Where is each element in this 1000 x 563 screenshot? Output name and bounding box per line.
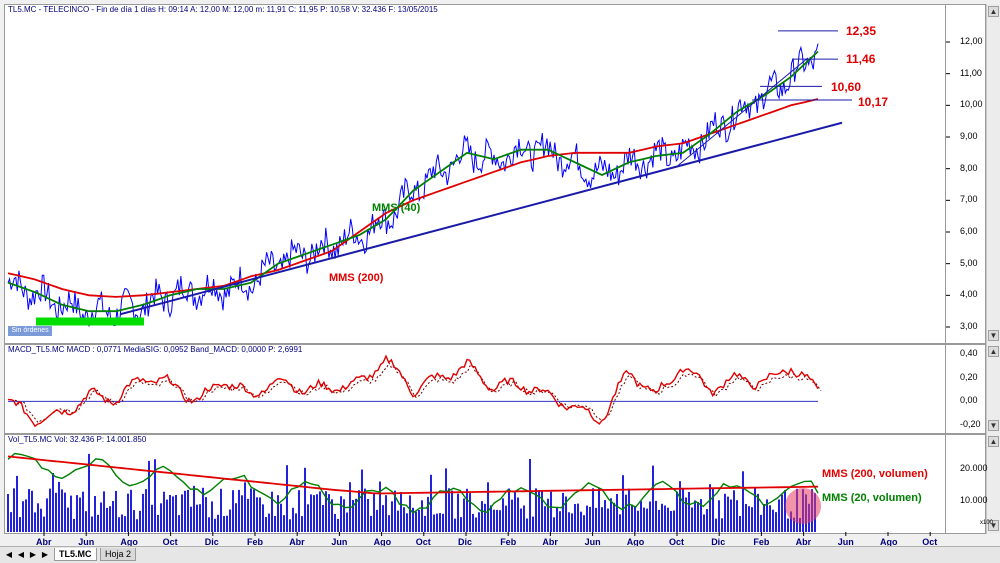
volume-tick-label: 20.000 (960, 463, 988, 473)
steep-trendline (677, 57, 809, 166)
volume-tick-label: 10.000 (960, 494, 988, 505)
volume-scrollbar[interactable]: ▲ ▼ (986, 434, 1000, 534)
x-axis-label: Oct (415, 537, 431, 547)
macd-tick-label: 0,40 (960, 348, 978, 358)
label-mms-200-volumen: MMS (200, volumen) (822, 468, 928, 480)
price-panel[interactable] (4, 4, 946, 344)
macd-header: MACD_TL5.MC MACD : 0,0771 MediaSIG: 0,09… (8, 345, 303, 354)
x-axis-label: Oct (162, 537, 178, 547)
label-mms-20-volumen: MMS (20, volumen) (822, 492, 922, 504)
x-axis-label: Dic (458, 537, 473, 547)
x-axis-label: Jun (331, 537, 348, 547)
x-axis-label: Dic (204, 537, 219, 547)
x-axis-label: Oct (922, 537, 938, 547)
x-axis-label: Jun (78, 537, 95, 547)
volume-unit-label: x100 (980, 520, 994, 526)
mms-40-line (7, 50, 819, 313)
volume-mms-200-line (7, 455, 819, 495)
price-tick-label: 4,00 (960, 289, 978, 300)
label-11-46: 11,46 (846, 52, 876, 66)
label-12-35: 12,35 (846, 24, 877, 38)
x-axis-label: Feb (500, 537, 517, 547)
x-axis-label: Abr (36, 537, 52, 547)
macd-panel[interactable] (4, 344, 946, 434)
x-axis-label: Abr (542, 537, 558, 547)
price-tick-label: 5,00 (960, 257, 978, 268)
volume-axis (946, 434, 986, 534)
label-mms-40: MMS (40) (372, 202, 421, 214)
macd-signal-line (10, 361, 822, 424)
price-tick-label: 3,00 (960, 321, 978, 331)
x-axis-label: Ago (626, 537, 645, 547)
x-axis-label: Jun (584, 537, 601, 547)
x-axis-label: Ago (880, 537, 898, 547)
tab-tl5[interactable]: TL5.MC (54, 548, 97, 561)
x-axis-label: Ago (120, 537, 138, 547)
x-axis-label: Abr (289, 537, 305, 547)
support-trendline (119, 121, 843, 316)
price-tick-label: 8,00 (960, 162, 978, 173)
orders-badge: Sin órdenes (8, 326, 52, 336)
prev-sheet-icon[interactable]: ◀ (17, 550, 25, 559)
price-axis (946, 4, 986, 344)
x-axis-label: Abr (795, 537, 812, 547)
price-tick-label: 9,00 (960, 131, 978, 141)
x-axis-label: Oct (669, 537, 685, 547)
x-axis-label: Jun (837, 537, 854, 547)
label-10-60: 10,60 (831, 80, 862, 94)
macd-axis (946, 344, 986, 434)
next-sheet-icon[interactable]: ▶ (29, 550, 37, 559)
macd-tick-label: -0,20 (960, 419, 981, 429)
x-axis-label: Feb (753, 537, 770, 547)
scroll-down-button[interactable]: ▼ (988, 420, 999, 431)
scroll-down-button[interactable]: ▼ (988, 520, 999, 531)
volume-header: Vol_TL5.MC Vol: 32.436 P: 14.001.850 (8, 435, 147, 444)
price-tick-label: 10,00 (960, 99, 983, 110)
x-axis-label: Ago (373, 537, 392, 547)
price-tick-label: 11,00 (960, 67, 982, 78)
label-10-17: 10,17 (858, 95, 889, 109)
sheet-tab-bar: ◀ ◀ ▶ ▶ TL5.MC Hoja 2 (0, 546, 1000, 563)
price-tick-label: 12,00 (960, 36, 983, 46)
price-tick-label: 7,00 (960, 194, 978, 205)
scroll-up-button[interactable]: ▲ (988, 436, 999, 447)
price-series-line (7, 43, 819, 327)
last-sheet-icon[interactable]: ▶ (41, 550, 49, 559)
tab-hoja-2[interactable]: Hoja 2 (100, 548, 137, 561)
price-header: TL5.MC - TELECINCO - Fin de día 1 días H… (8, 5, 438, 14)
scroll-down-button[interactable]: ▼ (988, 330, 999, 341)
macd-scrollbar[interactable]: ▲ ▼ (986, 344, 1000, 434)
scroll-up-button[interactable]: ▲ (988, 6, 999, 17)
macd-tick-label: 0,00 (960, 395, 978, 406)
x-axis-label: Dic (711, 537, 726, 547)
volume-mms-20-line (7, 452, 819, 514)
scroll-up-button[interactable]: ▲ (988, 346, 999, 357)
macd-line (7, 354, 819, 428)
label-mms-200: MMS (200) (329, 272, 384, 284)
mms-200-line (7, 98, 819, 298)
price-scrollbar[interactable]: ▲ ▼ (986, 4, 1000, 344)
volume-highlight-circle (785, 488, 821, 524)
price-tick-label: 6,00 (960, 226, 978, 236)
x-axis-label: Feb (247, 537, 264, 547)
support-zone-bar (36, 317, 144, 326)
first-sheet-icon[interactable]: ◀ (5, 550, 13, 559)
macd-tick-label: 0,20 (960, 371, 978, 382)
